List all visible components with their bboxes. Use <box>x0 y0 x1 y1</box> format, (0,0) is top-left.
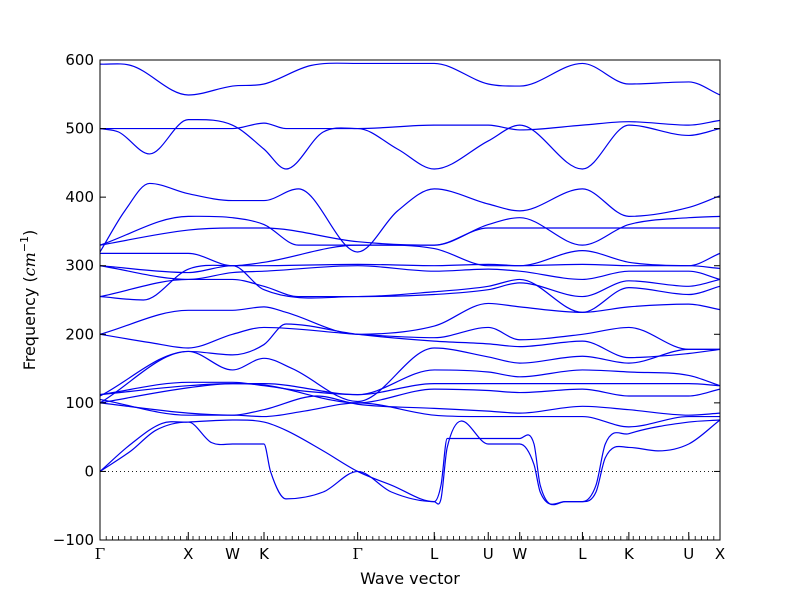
branch-line-15 <box>100 347 720 403</box>
y-tick-label: −100 <box>53 531 94 549</box>
y-tick-label: 200 <box>65 325 94 343</box>
x-axis-title: Wave vector <box>360 569 460 588</box>
x-tick-label: Γ <box>352 545 362 563</box>
x-tick-label: K <box>624 545 635 563</box>
y-axis-title-close: ) <box>20 230 39 236</box>
branch-line-8 <box>100 263 720 274</box>
x-tick-label: K <box>259 545 270 563</box>
x-tick-label: W <box>512 545 527 563</box>
y-axis-title-text: Frequency ( <box>20 276 39 370</box>
branch-line-7 <box>100 244 720 267</box>
y-tick-label: 600 <box>65 51 94 69</box>
y-tick-label: 0 <box>84 462 94 480</box>
x-tick-label: L <box>430 545 439 563</box>
branch-line-11 <box>100 264 720 301</box>
branch-line-16 <box>100 369 720 396</box>
x-tick-label: L <box>578 545 587 563</box>
y-axis-title-unit: cm <box>20 252 39 276</box>
branch-line-4 <box>100 182 720 253</box>
dispersion-branches <box>100 62 720 506</box>
branch-line-20 <box>100 398 720 428</box>
y-tick-label: 100 <box>65 394 94 412</box>
branch-line-2 <box>100 118 720 170</box>
x-tick-label: W <box>225 545 240 563</box>
branch-line-5 <box>100 215 720 246</box>
x-tick-label: U <box>683 545 694 563</box>
branch-line-6 <box>100 227 720 246</box>
branch-line-14 <box>100 323 720 404</box>
branch-line-18 <box>100 383 720 404</box>
x-tick-label: U <box>483 545 494 563</box>
x-tick-label: Γ <box>95 545 105 563</box>
y-axis-title: Frequency (cm−1) <box>18 230 39 371</box>
branch-line-1 <box>100 62 720 96</box>
y-tick-label: 300 <box>65 257 94 275</box>
y-tick-label: 400 <box>65 188 94 206</box>
branch-line-12 <box>100 302 720 335</box>
branch-line-21 <box>100 419 720 505</box>
plot-frame <box>99 59 721 541</box>
minor-ticks <box>99 536 721 540</box>
y-tick-label: 500 <box>65 120 94 138</box>
branch-line-10 <box>100 278 720 313</box>
branch-line-9 <box>100 265 720 281</box>
y-axis-ticks: −100 0 100 200 300 400 500 600 <box>53 51 720 549</box>
branch-line-13 <box>100 326 720 350</box>
branch-line-3 <box>100 119 720 131</box>
x-tick-label: X <box>715 545 725 563</box>
branch-line-19 <box>100 395 720 416</box>
y-axis-title-exponent: −1 <box>18 236 31 252</box>
x-tick-label: X <box>183 545 193 563</box>
branch-line-22 <box>100 419 720 506</box>
